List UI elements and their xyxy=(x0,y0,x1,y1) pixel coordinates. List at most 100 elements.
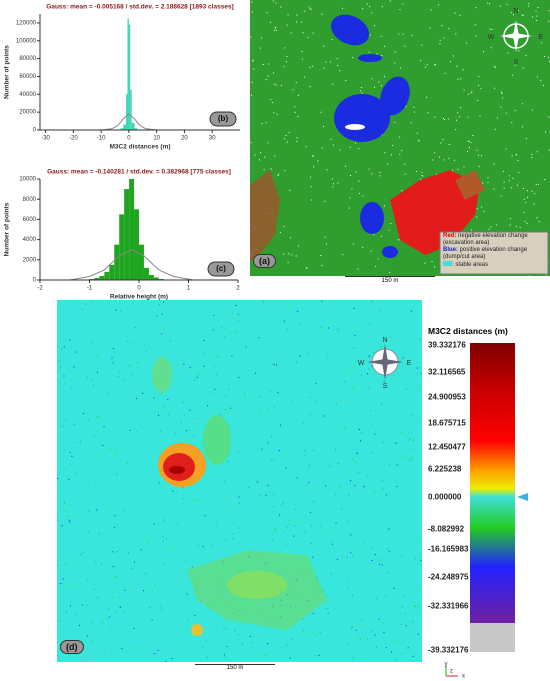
axes-icon: y x z xyxy=(445,662,466,680)
x-tick-label: -30 xyxy=(41,136,50,142)
x-tick-label: 30 xyxy=(209,136,216,142)
gauss-curve xyxy=(69,249,194,281)
compass xyxy=(500,20,532,52)
bar xyxy=(124,189,130,280)
colorbar-label: -32.331966 xyxy=(428,601,469,611)
y-tick-label: 6000 xyxy=(23,217,37,223)
gauss-curve xyxy=(101,113,157,131)
y-tick-label: 20000 xyxy=(19,110,36,116)
bar xyxy=(153,277,159,280)
compass-s: S xyxy=(383,383,388,390)
scale-bar xyxy=(345,276,435,277)
histogram-b: Gauss: mean = -0.005168 / std.dev. = 2.1… xyxy=(4,4,240,151)
bar xyxy=(148,274,154,280)
x-tick-label: -20 xyxy=(69,136,78,142)
colorbar-nan xyxy=(470,623,515,652)
colorbar-label: -24.248975 xyxy=(428,572,469,582)
bar xyxy=(123,124,127,130)
scale-bar xyxy=(195,664,275,665)
panel-label: (b) xyxy=(218,114,229,123)
y-tick-label: 0 xyxy=(33,128,37,134)
legend-text: negative elevation change (excavation ar… xyxy=(443,233,528,246)
legend-key: Red: xyxy=(443,233,457,239)
compass-e: E xyxy=(539,34,544,41)
bar xyxy=(129,179,135,280)
y-axis-label: Number of points xyxy=(4,45,11,99)
x-tick-label: -10 xyxy=(97,136,106,142)
chart-title: Gauss: mean = -0.140281 / std.dev. = 0.3… xyxy=(47,169,231,176)
bar xyxy=(104,271,110,280)
colorbar-label: -39.332176 xyxy=(428,645,469,655)
bar xyxy=(99,275,105,280)
y-tick-label: 100000 xyxy=(16,38,37,44)
colorbar-label: 0.000000 xyxy=(428,492,462,502)
legend-text: : stable areas xyxy=(452,262,489,268)
bar xyxy=(119,214,125,280)
colorbar-label: 12.450477 xyxy=(428,442,466,452)
bar xyxy=(134,128,138,130)
map-a: N E S W xyxy=(250,0,550,276)
bar xyxy=(130,89,132,130)
compass-w: W xyxy=(488,34,495,41)
map-d: N E S W xyxy=(57,300,422,662)
bar xyxy=(109,264,115,280)
bar xyxy=(131,122,135,130)
y-tick-label: 8000 xyxy=(23,197,37,203)
colorbar-label: 24.900953 xyxy=(428,392,466,402)
colorbar-label: 39.332176 xyxy=(428,340,466,350)
bar xyxy=(126,94,128,130)
compass-n: N xyxy=(513,8,518,15)
y-tick-label: 120000 xyxy=(16,21,37,27)
compass-s: S xyxy=(514,59,519,66)
axis-z: z xyxy=(450,669,453,675)
bar xyxy=(89,278,95,280)
x-tick-label: 10 xyxy=(153,136,160,142)
x-tick-label: 0 xyxy=(137,286,141,292)
x-tick-label: 2 xyxy=(236,286,240,292)
bar xyxy=(114,244,120,280)
compass xyxy=(367,344,403,380)
panel-badge xyxy=(209,111,237,127)
colorbar-label: -16.165983 xyxy=(428,544,469,554)
colorbar-label: 32.116565 xyxy=(428,367,466,377)
colorbar-title: M3C2 distances (m) xyxy=(428,326,508,336)
y-tick-label: 60000 xyxy=(19,74,36,80)
axis-x: x xyxy=(462,674,465,680)
x-axis-label: M3C2 distances (m) xyxy=(109,144,170,151)
histogram-c: Gauss: mean = -0.140281 / std.dev. = 0.3… xyxy=(4,169,241,300)
compass-n: N xyxy=(382,337,387,344)
panel-label: (d) xyxy=(60,640,84,654)
x-tick-label: -2 xyxy=(37,286,43,292)
scale-label: 150 m xyxy=(226,665,244,671)
colorbar-pointer xyxy=(517,493,528,501)
compass-w: W xyxy=(358,360,365,367)
x-axis-label: Relative height (m) xyxy=(110,294,168,300)
scale-label: 150 m xyxy=(381,278,399,284)
legend: Red: negative elevation change (excavati… xyxy=(443,233,547,269)
y-axis-label: Number of points xyxy=(4,202,11,256)
bar xyxy=(143,267,149,280)
panel-badge xyxy=(207,261,235,277)
axis-y: y xyxy=(445,662,448,668)
y-tick-label: 80000 xyxy=(19,56,36,62)
compass-e: E xyxy=(407,360,412,367)
colorbar-label: -8.082992 xyxy=(428,524,465,534)
bar xyxy=(127,18,129,130)
y-tick-label: 40000 xyxy=(19,92,36,98)
y-tick-label: 0 xyxy=(33,278,37,284)
bar xyxy=(94,277,100,280)
y-tick-label: 4000 xyxy=(23,237,37,243)
x-tick-label: 1 xyxy=(187,286,191,292)
colorbar-label: 6.225238 xyxy=(428,464,462,474)
colorbar-label: 18.675715 xyxy=(428,418,466,428)
legend-key: Blue: xyxy=(443,247,458,253)
y-tick-label: 10000 xyxy=(19,177,36,183)
panel-label: (c) xyxy=(216,264,226,273)
bar xyxy=(134,209,139,280)
x-tick-label: 20 xyxy=(181,136,188,142)
chart-title: Gauss: mean = -0.005168 / std.dev. = 2.1… xyxy=(46,4,233,11)
bar xyxy=(158,278,164,280)
colorbar xyxy=(470,343,515,623)
bar xyxy=(120,128,124,130)
